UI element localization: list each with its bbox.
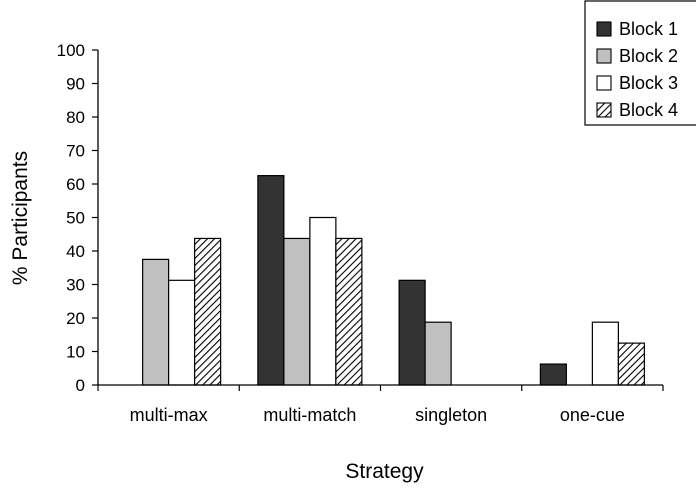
legend-label: Block 2 (619, 46, 678, 66)
bar-block-2-multi-match (283, 237, 311, 386)
x-axis-ticks: multi-max multi-match singleton one-cue (97, 385, 664, 425)
legend: Block 1 Block 2 Block 3 Block 4 (584, 0, 696, 126)
bar-block-3-one-cue (591, 321, 619, 386)
y-tick-label: 10 (66, 343, 85, 362)
bar-block-1-singleton (398, 279, 426, 386)
y-axis-title: % Participants (9, 151, 32, 285)
x-category-label: one-cue (560, 405, 625, 425)
y-tick-label: 100 (57, 41, 85, 60)
bar-block-3-multi-match (309, 216, 337, 386)
y-tick-label: 40 (66, 242, 85, 261)
y-tick-label: 50 (66, 209, 85, 228)
bar-block-4-multi-max (194, 237, 222, 386)
y-tick-label: 20 (66, 309, 85, 328)
y-tick-label: 0 (76, 376, 85, 395)
bar-block-2-multi-max (142, 258, 170, 386)
x-category-label: multi-max (130, 405, 208, 425)
y-tick-label: 60 (66, 175, 85, 194)
bar-block-4-one-cue (617, 342, 645, 386)
bar-block-2-singleton (424, 321, 452, 386)
bar-block-1-one-cue (539, 363, 567, 386)
y-tick-label: 90 (66, 75, 85, 94)
legend-label: Block 4 (619, 100, 678, 120)
bar-block-4-multi-match (335, 237, 363, 386)
legend-swatch (596, 102, 612, 118)
x-category-label: multi-match (263, 405, 356, 425)
legend-swatch (596, 21, 612, 37)
bars (142, 175, 645, 386)
y-axis-ticks: 0 10 20 30 40 50 60 70 80 90 100 (57, 41, 98, 395)
y-tick-label: 80 (66, 108, 85, 127)
legend-label: Block 3 (619, 73, 678, 93)
bar-block-3-multi-max (168, 279, 196, 386)
legend-swatch (596, 48, 612, 64)
legend-label: Block 1 (619, 19, 678, 39)
bar-block-1-multi-match (257, 175, 285, 386)
x-axis-title: Strategy (345, 460, 424, 483)
y-tick-label: 30 (66, 276, 85, 295)
legend-swatch (596, 75, 612, 91)
x-category-label: singleton (415, 405, 487, 425)
y-tick-label: 70 (66, 142, 85, 161)
